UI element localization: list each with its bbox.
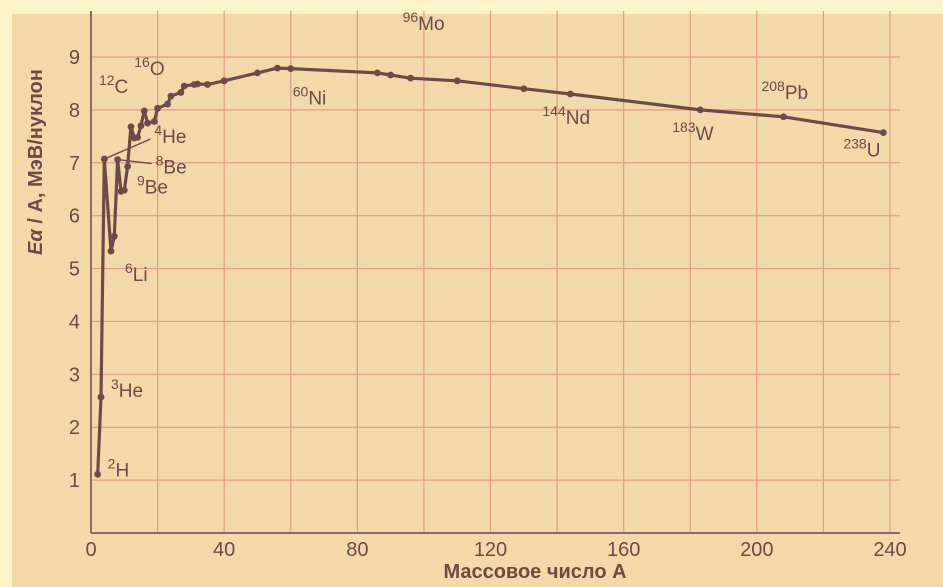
y-tick-label: 6 xyxy=(69,206,80,228)
y-tick-label: 8 xyxy=(69,100,80,122)
data-point xyxy=(167,92,175,100)
data-point xyxy=(120,186,128,194)
chart-axes xyxy=(90,11,900,534)
y-tick-label: 9 xyxy=(69,47,80,69)
nuclide-label-be-8: 8Be xyxy=(156,153,187,179)
data-point xyxy=(407,74,414,82)
y-tick-label: 4 xyxy=(69,311,80,333)
data-point xyxy=(180,82,188,90)
label-leader-line xyxy=(117,158,152,165)
nuclide-label-pb-208: 208Pb xyxy=(761,78,808,104)
y-tick-label: 7 xyxy=(69,153,80,175)
data-point xyxy=(453,77,461,85)
x-tick-label: 80 xyxy=(346,539,368,561)
tick-labels: 0 40 80 120 160 200 240 1 2 3 4 5 6 7 8 9 xyxy=(69,47,907,561)
data-point xyxy=(150,118,158,125)
data-point xyxy=(144,119,151,127)
y-axis-title: Eα / A, МэВ/нуклон xyxy=(25,69,47,255)
x-tick-label: 240 xyxy=(873,539,906,561)
x-tick-label: 40 xyxy=(213,539,235,561)
data-point xyxy=(140,107,148,115)
data-point xyxy=(567,90,574,98)
nuclide-label-nd-144: 144Nd xyxy=(542,103,590,129)
nuclide-label-ni-60: 60Ni xyxy=(293,84,327,110)
data-point xyxy=(154,104,161,112)
page-left-margin xyxy=(0,0,12,587)
y-axis-mid: / A, xyxy=(25,187,47,229)
nuclide-label-li-6: 6Li xyxy=(125,260,148,286)
data-point xyxy=(134,133,142,141)
y-tick-label: 5 xyxy=(69,259,80,281)
data-point xyxy=(373,69,381,77)
nuclide-label-h-2: 2H xyxy=(108,455,130,481)
nuclide-label-be-9: 9Be xyxy=(137,172,168,198)
data-point xyxy=(387,71,395,79)
x-axis-title: Массовое число A xyxy=(443,561,626,583)
x-tick-label: 200 xyxy=(740,539,773,561)
data-point xyxy=(137,122,145,130)
y-tick-label: 1 xyxy=(69,470,80,492)
data-point xyxy=(194,80,201,88)
nuclide-label-mo-96: 96Mo xyxy=(403,9,445,35)
data-point xyxy=(520,85,528,93)
x-tick-label: 120 xyxy=(474,539,507,561)
nuclide-label-he-4: 4He xyxy=(154,122,186,148)
nuclide-label-he-3: 3He xyxy=(111,376,143,402)
data-point xyxy=(696,106,704,114)
nuclide-label-u-238: 238U xyxy=(843,136,880,162)
data-point xyxy=(780,113,787,121)
data-point xyxy=(164,100,171,108)
y-tick-label: 3 xyxy=(69,364,80,386)
data-point xyxy=(127,123,135,131)
nuclide-label-o-16: 16O xyxy=(134,54,164,80)
x-tick-label: 0 xyxy=(85,539,96,561)
data-point xyxy=(204,81,211,88)
data-point xyxy=(220,77,228,85)
data-point xyxy=(94,470,102,478)
data-point xyxy=(177,89,185,96)
nuclide-label-c-12: 12C xyxy=(99,72,128,98)
data-series xyxy=(94,64,887,478)
x-tick-label: 160 xyxy=(607,539,640,561)
chart-grid xyxy=(90,11,900,533)
label-leader-line xyxy=(104,138,151,160)
page-top-margin xyxy=(0,0,943,14)
data-point xyxy=(97,393,105,401)
data-point xyxy=(287,65,295,73)
data-point xyxy=(274,64,281,72)
nuclide-label-w-183: 183W xyxy=(672,119,713,145)
y-axis-symbol: Eα xyxy=(25,228,47,255)
y-axis-unit: МэВ/нуклон xyxy=(25,69,47,187)
data-point xyxy=(124,163,132,170)
y-tick-label: 2 xyxy=(69,417,80,439)
data-point xyxy=(254,69,261,77)
data-point xyxy=(110,232,118,240)
data-point xyxy=(879,129,887,137)
data-point xyxy=(107,247,115,255)
